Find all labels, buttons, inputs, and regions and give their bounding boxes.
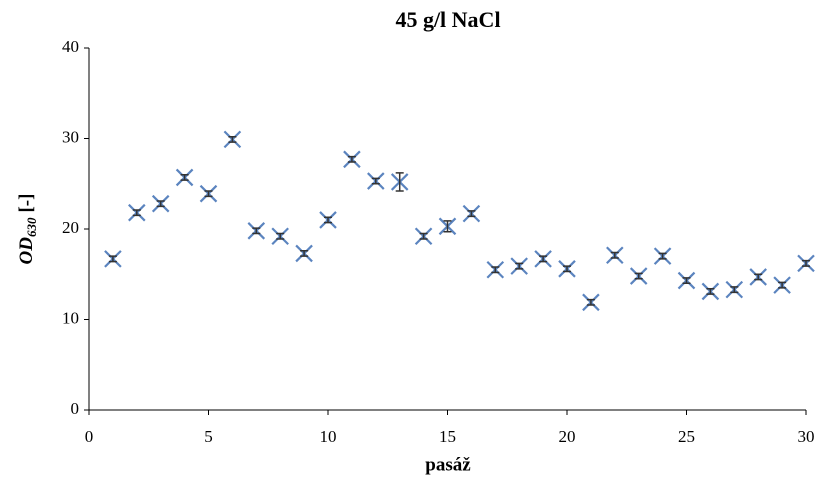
error-bar [658,252,667,260]
y-tick-label: 40 [62,37,79,56]
error-bar [515,262,524,270]
x-tick-label: 15 [439,427,456,446]
error-bar [324,216,332,224]
y-tick-label: 30 [62,127,79,146]
error-bar [754,273,763,281]
x-tick-label: 5 [204,427,213,446]
error-bar [682,277,691,285]
error-bar [610,251,619,259]
y-tick-label: 10 [62,308,79,327]
error-bar [491,266,500,274]
error-bar [730,286,739,294]
y-label-subscript: 630 [24,217,39,237]
error-bar [108,255,117,263]
x-tick-label: 0 [85,427,94,446]
y-tick-label: 0 [71,399,80,418]
y-axis-label: OD630 [-] [16,194,39,265]
error-bar [443,220,452,233]
error-bar [156,200,165,208]
error-bar [634,272,643,280]
error-bar [276,232,285,240]
y-label-main: OD [16,237,37,265]
x-tick-label: 25 [678,427,695,446]
error-bar [371,177,380,185]
error-bar [467,210,476,218]
error-bar [539,255,548,263]
error-bar [395,172,404,192]
x-tick-label: 20 [559,427,576,446]
error-bar [563,265,571,273]
error-bar [180,173,189,181]
error-bar [586,298,595,306]
error-bar [419,232,428,240]
error-bar [802,259,810,267]
x-tick-label: 10 [320,427,337,446]
error-bar [228,135,237,143]
error-bar [778,281,787,289]
x-axis-label: pasáž [425,454,471,475]
y-tick-label: 20 [62,218,79,237]
x-tick-label: 30 [798,427,815,446]
error-bar [204,190,213,198]
error-bar [252,227,261,235]
error-bar [300,249,309,257]
y-label-suffix: [-] [16,194,37,213]
error-bar [347,155,356,163]
error-bar [706,287,715,295]
error-bar [132,209,141,217]
chart-title: 45 g/l NaCl [395,7,500,32]
